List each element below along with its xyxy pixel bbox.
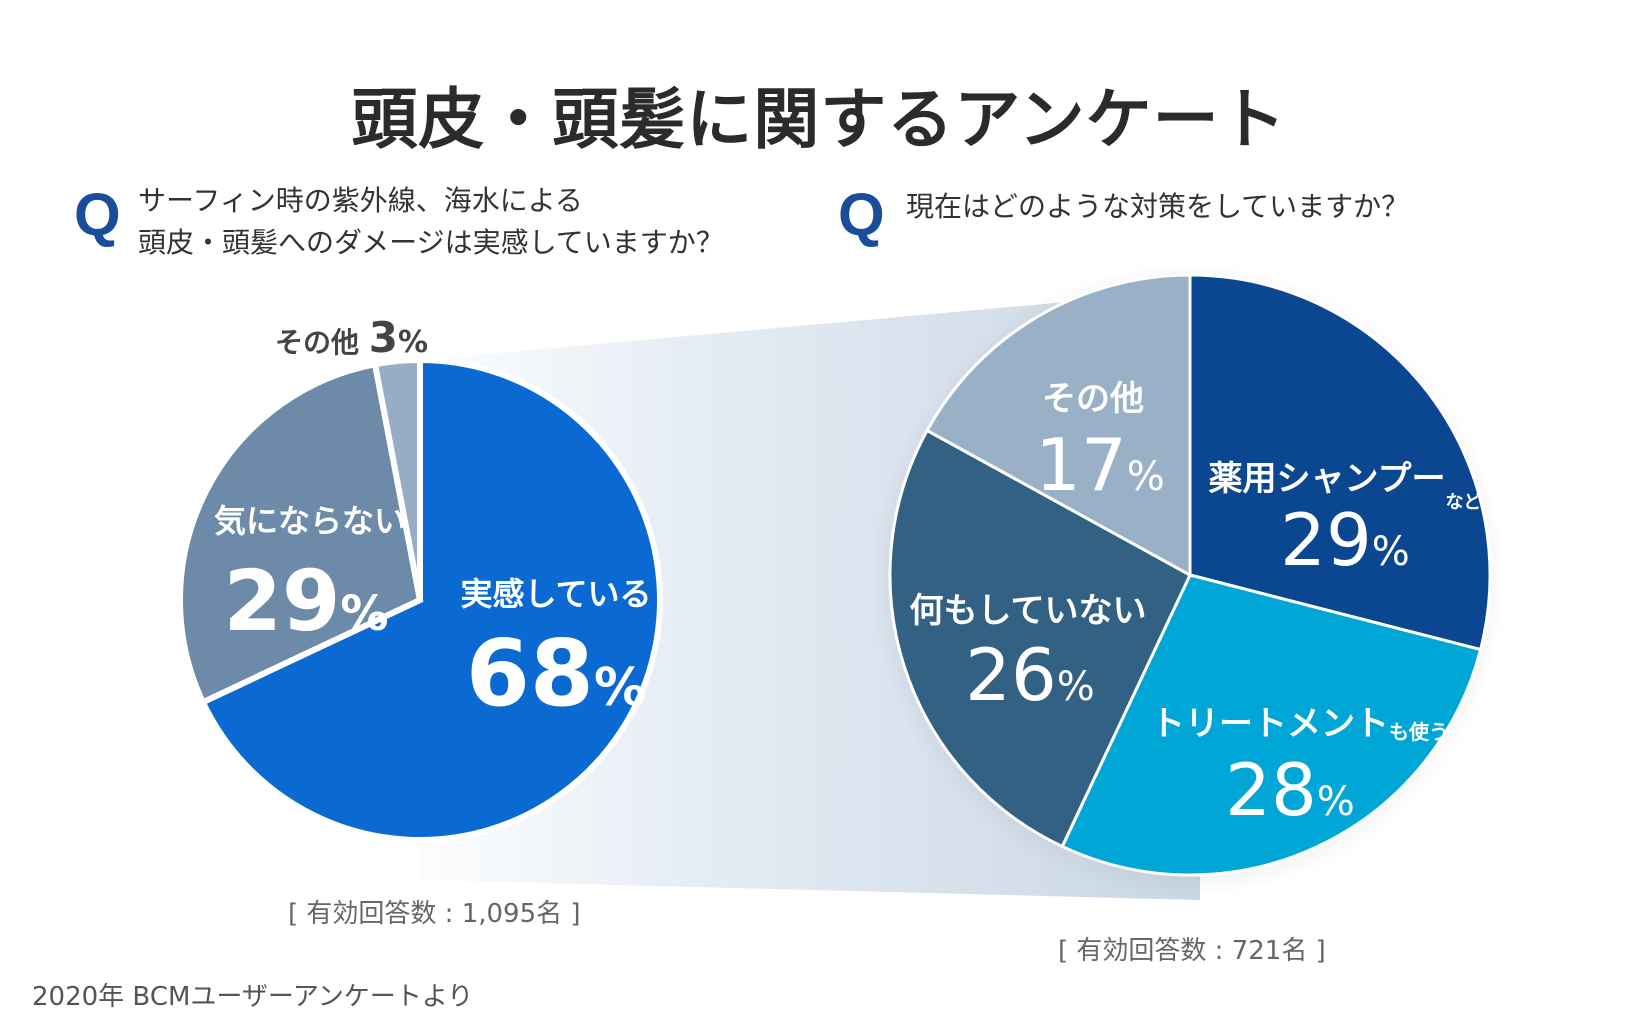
pie1-slice-0 <box>198 356 663 843</box>
pie1-value-0: 68% <box>466 620 646 727</box>
q1-text: サーフィン時の紫外線、海水による 頭皮・頭髪へのダメージは実感していますか？ <box>138 180 724 264</box>
pie2-label-2-text: 何もしていない <box>910 591 1147 631</box>
pie1-label-2: その他 3% <box>275 313 428 362</box>
pie1-value-1: 29% <box>224 552 389 650</box>
page-title: 頭皮・頭髪に関するアンケート <box>351 81 1287 158</box>
pie2 <box>888 273 1492 877</box>
pie2-label-1-suffix: も使う <box>1389 720 1449 744</box>
pie1-slice-2 <box>371 356 423 601</box>
pie2-value-1: 28% <box>1225 748 1355 832</box>
pie1-value-1-num: 29 <box>224 552 341 650</box>
pie2-note: [ 有効回答数 : 721名 ] <box>1058 936 1326 966</box>
pie1-label-0: 実感している <box>460 575 651 613</box>
q1-line1: サーフィン時の紫外線、海水による <box>138 184 583 217</box>
pie2-label-0-suffix: など <box>1445 492 1481 513</box>
pie2-label-3-text: その他 <box>1042 379 1144 419</box>
source-credit: 2020年 BCMユーザーアンケートより <box>32 982 474 1012</box>
pie2-value-1-num: 28 <box>1225 748 1317 832</box>
q2-text: 現在はどのような対策をしていますか？ <box>906 186 1409 228</box>
pie2-value-2: 26% <box>965 633 1095 717</box>
pie2-value-2-pct: % <box>1057 664 1095 710</box>
pie2-value-3-pct: % <box>1127 454 1165 500</box>
pie2-value-1-pct: % <box>1317 779 1355 825</box>
pie2-value-0: 29% <box>1280 498 1410 582</box>
pie1-value-2-num: 3 <box>369 313 398 362</box>
pie2-slice-1 <box>1060 573 1483 877</box>
pie2-label-1: トリートメントも使う <box>1151 704 1449 744</box>
pie2-value-3: 17% <box>1035 423 1165 507</box>
pie2-value-0-pct: % <box>1372 529 1410 575</box>
pie2-label-1-text: トリートメント <box>1151 704 1389 744</box>
pie1-value-2-pct: % <box>398 325 428 360</box>
pie1-label-2-text: その他 <box>275 326 369 359</box>
pie1-slice-1 <box>177 360 424 707</box>
q1-mark: Q <box>74 181 121 248</box>
pie2-label-0-text: 薬用シャンプー <box>1209 459 1446 499</box>
pie2-label-2: 何もしていない <box>910 591 1147 631</box>
pie2-label-3: その他 <box>1042 379 1144 419</box>
pie1-value-1-pct: % <box>340 586 388 642</box>
pie1 <box>177 356 663 843</box>
pie2-value-0-num: 29 <box>1280 498 1372 582</box>
pie1-value-0-pct: % <box>594 658 646 718</box>
pie1-label-1: 気にならない <box>214 502 406 540</box>
q1-line2: 頭皮・頭髪へのダメージは実感していますか？ <box>138 226 724 259</box>
pie2-value-3-num: 17 <box>1035 423 1127 507</box>
pie2-label-0: 薬用シャンプーなど <box>1209 459 1482 513</box>
q2-mark: Q <box>838 181 885 248</box>
pie2-slice-0 <box>1188 273 1492 652</box>
pie2-value-2-num: 26 <box>965 633 1057 717</box>
pie2-slice-3 <box>925 273 1192 578</box>
q2-line1: 現在はどのような対策をしていますか？ <box>906 190 1410 223</box>
pie1-note: [ 有効回答数 : 1,095名 ] <box>288 899 581 929</box>
pie1-value-0-num: 68 <box>466 620 594 727</box>
